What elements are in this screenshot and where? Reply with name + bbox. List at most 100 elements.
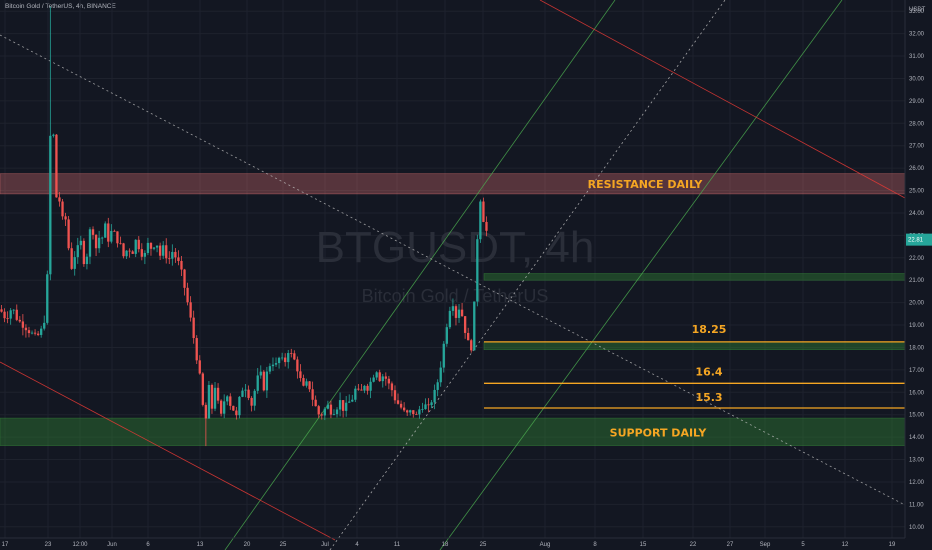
candle-body	[171, 251, 174, 259]
candle-body	[479, 201, 482, 240]
candle-body	[6, 318, 9, 319]
candle-body	[467, 332, 470, 341]
price-axis[interactable]: USDT 10.00 11.00 12.00 13.00 14.00 15.00 16.00…	[904, 0, 932, 538]
y-tick-label: 10.00	[909, 525, 925, 531]
x-tick-label: 25	[280, 542, 287, 548]
candle-body	[177, 257, 180, 261]
x-tick-label: Jun	[107, 542, 117, 548]
x-tick-label: Sep	[760, 542, 771, 548]
x-tick-label: 4	[355, 542, 359, 548]
candle-body	[265, 371, 269, 391]
candle-body	[412, 410, 415, 415]
level-label-18-25: 18.25	[692, 323, 727, 336]
candle-body	[485, 221, 488, 231]
time-axis[interactable]: 17 23 12:00 Jun 6 13 20 25 Jul 4 11 18 25 Aug 8 15 22 27 S…	[0, 537, 905, 548]
candle-body	[256, 375, 259, 391]
level-label-15-3: 15.3	[695, 391, 722, 404]
trendlines[interactable]	[0, 0, 906, 550]
candle-body	[143, 252, 147, 257]
candle-body	[271, 364, 275, 367]
candle-body	[91, 229, 95, 235]
candle-body	[149, 242, 153, 249]
candle-body	[323, 408, 326, 416]
y-tick-label: 26.00	[909, 166, 925, 172]
candle-body	[302, 378, 305, 386]
candle-body	[277, 357, 281, 364]
y-tick-label: 29.00	[909, 99, 925, 105]
candle-body	[238, 396, 241, 416]
candle-body	[64, 216, 67, 220]
candle-body	[113, 230, 116, 232]
resistance-zone[interactable]	[0, 173, 906, 195]
candle-body	[235, 410, 238, 416]
x-tick-label: 22	[690, 542, 697, 548]
candle-body	[381, 376, 384, 382]
y-tick-label: 33.00	[909, 9, 925, 15]
candle-body	[24, 327, 28, 331]
candle-body	[427, 404, 430, 406]
candle-body	[320, 414, 323, 416]
candle-body	[46, 274, 49, 323]
y-tick-label: 18.00	[909, 345, 925, 351]
candle-body	[27, 330, 31, 334]
candle-body	[424, 404, 427, 410]
candle-body	[354, 388, 357, 400]
annotations: RESISTANCE DAILY SUPPORT DAILY 18.25 16.4 15…	[588, 178, 727, 440]
candle-body	[229, 396, 232, 406]
candle-body	[451, 306, 455, 311]
y-tick-label: 11.00	[909, 502, 924, 508]
x-tick-label: 12:00	[72, 542, 88, 548]
y-tick-label: 15.00	[909, 413, 925, 419]
candle-body	[119, 243, 122, 245]
candle-body	[473, 301, 476, 351]
candle-body	[442, 343, 445, 368]
support-label: SUPPORT DAILY	[610, 427, 708, 440]
candle-body	[204, 404, 208, 419]
last-price-badge	[906, 233, 932, 246]
candle-body	[314, 399, 317, 407]
y-tick-label: 19.00	[909, 323, 925, 329]
candle-body	[18, 319, 21, 322]
last-price-label: 22.81	[908, 238, 924, 244]
retest-zone[interactable]	[483, 341, 906, 350]
candle-body	[369, 381, 372, 391]
candle-body	[155, 245, 159, 248]
candle-body	[244, 389, 247, 391]
candle-body	[433, 389, 436, 403]
candle-body	[168, 258, 171, 260]
candle-body	[104, 223, 107, 238]
candle-body	[97, 237, 101, 249]
candle-body	[3, 311, 6, 319]
x-tick-label: 27	[727, 542, 734, 548]
y-tick-label: 16.00	[909, 390, 925, 396]
resistance-label: RESISTANCE DAILY	[588, 178, 704, 191]
candle-body	[82, 240, 86, 265]
candle-body	[290, 353, 293, 354]
candle-body	[52, 134, 55, 136]
x-tick-label: 23	[45, 542, 52, 548]
grid	[0, 0, 905, 538]
candle-body	[415, 414, 418, 415]
candle-body	[335, 409, 339, 415]
candle-body	[250, 397, 253, 406]
candle-body	[49, 135, 52, 275]
candle-body	[232, 405, 235, 411]
candle-body	[308, 381, 311, 390]
levels[interactable]	[484, 341, 905, 409]
candle-body	[67, 219, 70, 249]
symbol-info: Bitcoin Gold / TetherUS, 4h, BINANCE	[5, 3, 116, 10]
candle-body	[439, 367, 442, 383]
candle-body	[406, 410, 409, 413]
candle-body	[162, 245, 165, 256]
candle-body	[280, 357, 284, 359]
candle-body	[317, 406, 320, 415]
support-zone[interactable]	[0, 417, 906, 446]
demand-zone[interactable]	[483, 273, 906, 281]
candle-body	[375, 372, 378, 378]
x-tick-label: 5	[801, 542, 805, 548]
candle-body	[192, 317, 195, 339]
candle-body	[0, 309, 3, 312]
y-tick-label: 25.00	[909, 189, 925, 195]
candle-body	[131, 251, 134, 254]
